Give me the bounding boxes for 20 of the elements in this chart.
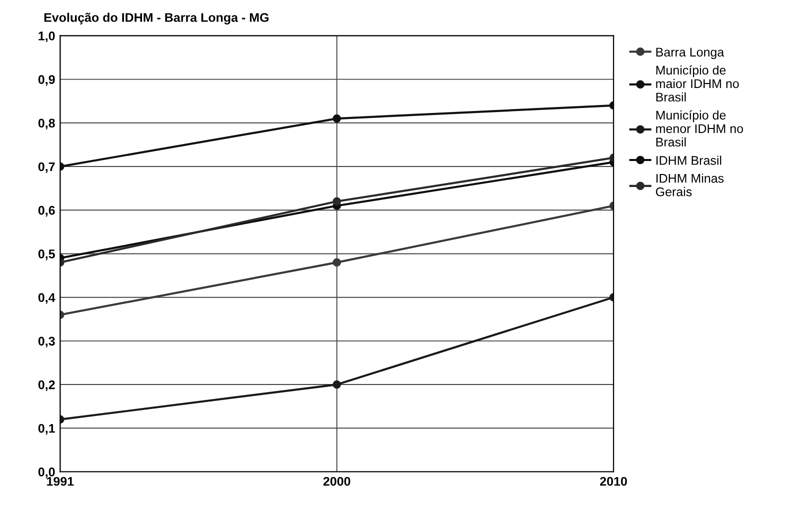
y-tick-label: 0,9 xyxy=(38,75,55,86)
y-tick-label: 0,8 xyxy=(38,118,55,130)
x-tick-label: 2000 xyxy=(323,476,350,486)
y-tick-label: 0,5 xyxy=(38,250,55,260)
legend-label: IDHM Brasil xyxy=(656,156,722,165)
y-tick-label: 0,2 xyxy=(38,380,55,392)
y-tick-label: 0,3 xyxy=(38,336,55,348)
y-tick-label: 0,6 xyxy=(38,206,55,217)
y-tick-label: 0,7 xyxy=(38,162,55,173)
y-tick-label: 0,0 xyxy=(38,468,55,478)
y-tick-label: 0,4 xyxy=(38,293,56,304)
chart-title: Evolução do IDHM - Barra Longa - MG xyxy=(44,12,268,24)
legend-label: Barra Longa xyxy=(656,48,724,60)
y-tick-label: 0,1 xyxy=(38,424,55,435)
x-tick-label: 2010 xyxy=(600,476,627,486)
legend-label: Município de maior IDHM no Brasil xyxy=(656,65,739,102)
legend-label: Município de menor IDHM no Brasil xyxy=(656,110,744,147)
legend-label: IDHM Minas Gerais xyxy=(656,174,724,196)
y-tick-label: 1,0 xyxy=(38,32,55,42)
x-tick-label: 1991 xyxy=(47,476,74,486)
